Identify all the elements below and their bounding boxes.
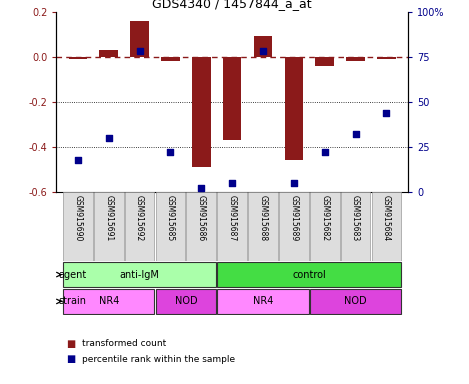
Bar xyxy=(63,192,93,261)
Text: ■: ■ xyxy=(66,339,75,349)
Text: strain: strain xyxy=(59,296,87,306)
Point xyxy=(259,48,267,54)
Text: GSM915688: GSM915688 xyxy=(258,195,267,242)
Text: agent: agent xyxy=(59,270,87,280)
Bar xyxy=(223,56,242,140)
Point xyxy=(105,135,113,141)
Bar xyxy=(156,192,185,261)
Text: GSM915689: GSM915689 xyxy=(289,195,298,242)
Point xyxy=(74,156,82,162)
Bar xyxy=(371,192,401,261)
Bar xyxy=(63,288,154,314)
Bar xyxy=(161,56,180,61)
Text: anti-IgM: anti-IgM xyxy=(120,270,159,280)
Point xyxy=(383,109,390,116)
Text: NR4: NR4 xyxy=(98,296,119,306)
Bar xyxy=(125,192,154,261)
Text: NOD: NOD xyxy=(344,296,367,306)
Bar xyxy=(156,288,216,314)
Point xyxy=(228,180,236,186)
Point xyxy=(166,149,174,156)
Title: GDS4340 / 1457844_a_at: GDS4340 / 1457844_a_at xyxy=(152,0,312,10)
Text: transformed count: transformed count xyxy=(82,339,166,348)
Text: GSM915684: GSM915684 xyxy=(382,195,391,242)
Text: GSM915692: GSM915692 xyxy=(135,195,144,242)
Bar xyxy=(99,50,118,56)
Bar xyxy=(285,56,303,161)
Bar xyxy=(217,288,309,314)
Text: NOD: NOD xyxy=(174,296,197,306)
Text: GSM915686: GSM915686 xyxy=(197,195,206,242)
Text: GSM915691: GSM915691 xyxy=(104,195,113,242)
Bar xyxy=(217,192,247,261)
Bar xyxy=(68,56,87,59)
Text: GSM915685: GSM915685 xyxy=(166,195,175,242)
Text: GSM915683: GSM915683 xyxy=(351,195,360,242)
Text: GSM915687: GSM915687 xyxy=(227,195,237,242)
Bar xyxy=(346,56,365,61)
Bar xyxy=(254,36,272,56)
Text: GSM915682: GSM915682 xyxy=(320,195,329,242)
Text: GSM915690: GSM915690 xyxy=(73,195,83,242)
Bar xyxy=(63,262,216,288)
Bar xyxy=(192,56,211,167)
Bar xyxy=(316,56,334,66)
Bar xyxy=(310,288,401,314)
Bar xyxy=(217,262,401,288)
Text: control: control xyxy=(292,270,326,280)
Bar xyxy=(341,192,371,261)
Point xyxy=(136,48,144,54)
Text: NR4: NR4 xyxy=(253,296,273,306)
Bar xyxy=(377,56,396,59)
Bar xyxy=(279,192,309,261)
Text: ■: ■ xyxy=(66,354,75,364)
Bar xyxy=(187,192,216,261)
Bar xyxy=(94,192,123,261)
Point xyxy=(352,131,359,137)
Point xyxy=(321,149,328,156)
Bar xyxy=(248,192,278,261)
Bar xyxy=(130,20,149,56)
Point xyxy=(290,180,298,186)
Bar xyxy=(310,192,340,261)
Point xyxy=(197,185,205,192)
Text: percentile rank within the sample: percentile rank within the sample xyxy=(82,354,235,364)
